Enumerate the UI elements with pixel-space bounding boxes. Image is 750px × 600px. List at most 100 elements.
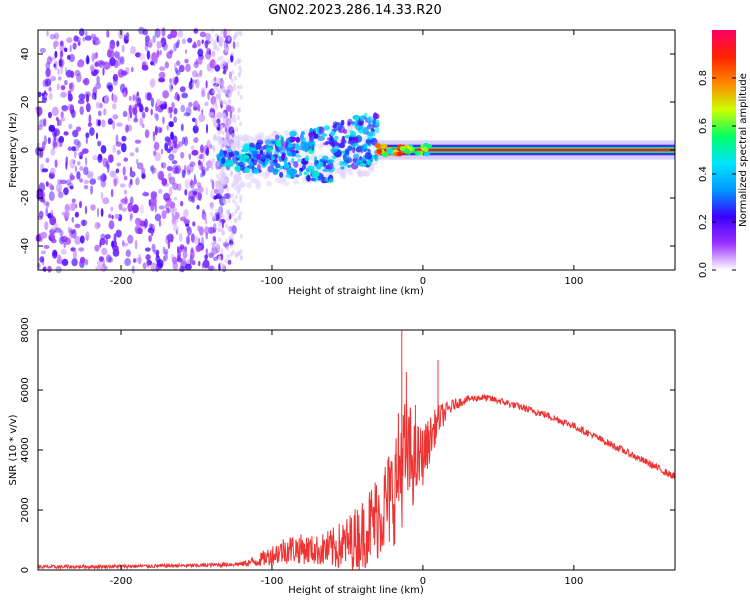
heatmap-cell <box>218 96 221 102</box>
heatmap-cell <box>307 140 315 148</box>
heatmap-cell <box>133 258 137 263</box>
heatmap-cell <box>45 181 49 187</box>
heatmap-cell <box>234 61 237 67</box>
heatmap-cell <box>182 250 188 259</box>
heatmap-cell <box>121 197 129 205</box>
heatmap-cell <box>94 61 99 67</box>
heatmap-cell <box>115 141 123 147</box>
heatmap-cell <box>54 227 62 233</box>
heatmap-cell <box>67 104 74 111</box>
heatmap-cell <box>40 231 48 239</box>
heatmap-cell <box>265 147 273 153</box>
heatmap-cell <box>59 40 64 47</box>
heatmap-cell <box>60 235 68 243</box>
heatmap-cell <box>232 174 239 180</box>
heatmap-cell <box>157 170 165 181</box>
heatmap-cell <box>174 62 177 71</box>
heatmap-cell <box>108 220 115 230</box>
heatmap-cell <box>339 170 346 177</box>
heatmap-cell <box>225 192 231 200</box>
heatmap-cell <box>323 125 330 131</box>
heatmap-cell <box>72 159 75 165</box>
heatmap-cell <box>123 175 128 181</box>
heatmap-cell <box>386 148 393 154</box>
heatmap-cell <box>121 143 127 153</box>
heatmap-cell <box>184 246 187 253</box>
heatmap-cell <box>195 73 203 78</box>
heatmap-cell <box>171 212 174 218</box>
heatmap-cell <box>94 244 100 252</box>
heatmap-cell <box>102 67 105 76</box>
heatmap-cell <box>60 117 66 122</box>
heatmap-cell <box>113 178 118 187</box>
heatmap-cell <box>376 148 383 154</box>
heatmap-cell <box>181 258 187 265</box>
heatmap-cell <box>112 103 117 110</box>
heatmap-cell <box>183 209 189 218</box>
heatmap-cell <box>232 82 236 88</box>
heatmap-cell <box>166 165 173 172</box>
heatmap-cell <box>192 117 196 123</box>
heatmap-cell <box>192 125 199 134</box>
heatmap-cell <box>206 47 211 55</box>
heatmap-cell <box>48 191 55 202</box>
heatmap-cell <box>75 203 78 209</box>
heatmap-cell <box>337 125 346 134</box>
heatmap-cell <box>59 229 64 237</box>
colorbar-gradient <box>712 30 736 270</box>
heatmap-cell <box>145 254 151 261</box>
heatmap-cell <box>166 200 170 206</box>
heatmap-cell <box>45 67 51 78</box>
heatmap-cell <box>306 174 311 182</box>
heatmap-cell <box>359 162 367 167</box>
heatmap-cell <box>199 173 203 178</box>
heatmap-cell <box>57 68 60 76</box>
heatmap-cell <box>102 258 105 268</box>
heatmap-cell <box>317 135 325 141</box>
heatmap-cell <box>170 131 174 140</box>
heatmap-cell <box>50 209 54 216</box>
heatmap-cell <box>154 125 158 136</box>
heatmap-cell <box>54 32 60 40</box>
heatmap-cell <box>48 236 52 241</box>
heatmap-cell <box>96 259 103 267</box>
heatmap-cell <box>41 141 46 150</box>
heatmap-cell <box>201 109 204 115</box>
heatmap-cell <box>229 106 235 113</box>
heatmap-cell <box>142 192 150 197</box>
heatmap-cell <box>173 142 177 149</box>
heatmap-cell <box>225 238 228 244</box>
heatmap-cell <box>244 173 251 180</box>
colorbar-tick-label: 0.0 <box>698 262 709 278</box>
x-tick-label: 0 <box>420 576 426 587</box>
heatmap-cell <box>124 189 127 195</box>
heatmap-cell <box>173 196 178 201</box>
heatmap-cell <box>211 116 215 122</box>
heatmap-cell <box>49 33 56 40</box>
heatmap-cell <box>381 143 388 149</box>
heatmap-cell <box>142 262 147 270</box>
colorbar-ticks: 0.0 0.2 0.4 0.6 0.8 <box>698 70 736 278</box>
heatmap-cell <box>310 169 315 175</box>
heatmap-cell <box>220 55 224 61</box>
heatmap-cell <box>88 114 92 124</box>
heatmap-cell <box>214 101 218 107</box>
heatmap-cell <box>202 259 210 269</box>
heatmap-cell <box>76 73 82 83</box>
heatmap-cell <box>116 122 123 127</box>
heatmap-cell <box>195 78 200 89</box>
heatmap-cell <box>174 211 180 220</box>
heatmap-cell <box>94 221 101 230</box>
heatmap-cell <box>357 145 364 149</box>
heatmap-cell <box>161 162 164 168</box>
heatmap-cell <box>76 171 81 180</box>
heatmap-cell <box>129 178 133 186</box>
heatmap-cell <box>36 142 41 148</box>
heatmap-cell <box>98 110 102 117</box>
heatmap-cell <box>404 148 411 154</box>
heatmap-cell <box>239 211 242 217</box>
heatmap-cell <box>59 179 67 185</box>
heatmap-cell <box>230 78 234 84</box>
heatmap-cell <box>219 262 223 267</box>
heatmap-cell <box>173 78 178 86</box>
